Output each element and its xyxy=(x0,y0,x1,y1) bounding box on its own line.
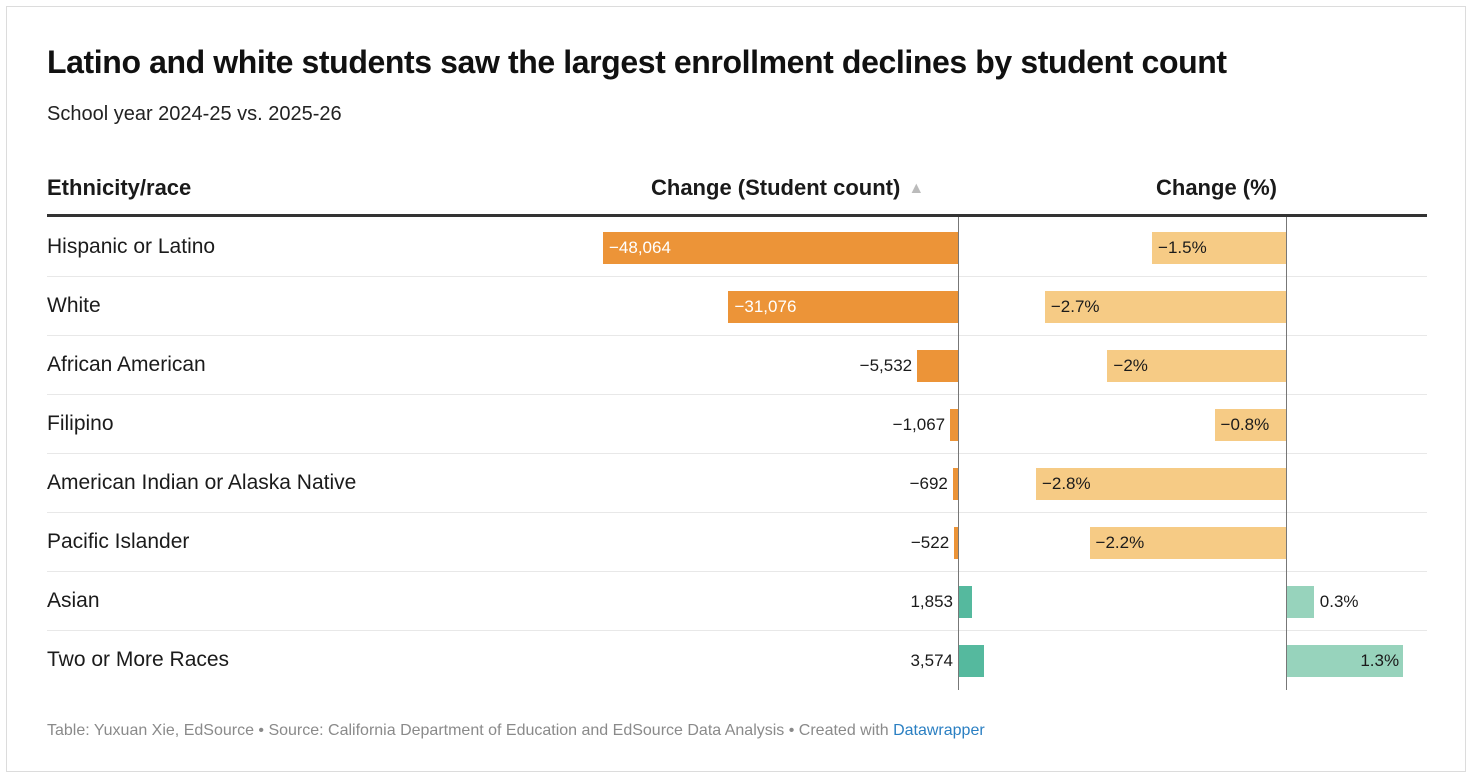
count-value-label: −48,064 xyxy=(609,238,671,257)
row-label: Two or More Races xyxy=(47,648,230,671)
footer-credit: Table: Yuxuan Xie, EdSource • Source: Ca… xyxy=(47,722,985,740)
table-row: Pacific Islander −522 −2.2% xyxy=(47,513,1427,572)
count-zero-axis xyxy=(958,217,959,690)
table-row: Hispanic or Latino −48,064 −1.5% xyxy=(47,218,1427,277)
percent-bar xyxy=(1287,645,1404,677)
count-bar xyxy=(728,291,958,323)
percent-bar xyxy=(1214,409,1286,441)
percent-value-label: −0.8% xyxy=(1220,415,1270,434)
column-header-ethnicity[interactable]: Ethnicity/race xyxy=(47,175,191,201)
percent-bar xyxy=(1089,527,1286,559)
column-header-count-label: Change (Student count) xyxy=(651,175,901,200)
percent-zero-axis xyxy=(1286,217,1287,690)
count-bar xyxy=(958,586,972,618)
count-value-label: −692 xyxy=(909,474,948,493)
count-value-label: −5,532 xyxy=(859,356,913,375)
table-row: Filipino −1,067 −0.8% xyxy=(47,395,1427,454)
count-value-label: −522 xyxy=(910,533,950,552)
percent-value-label: −2.2% xyxy=(1095,533,1145,552)
row-label: Asian xyxy=(47,589,100,612)
datawrapper-link[interactable]: Datawrapper xyxy=(893,722,985,739)
row-label: Hispanic or Latino xyxy=(47,235,216,258)
column-header-ethnicity-label: Ethnicity/race xyxy=(47,175,192,200)
column-header-percent-label: Change (%) xyxy=(1156,175,1277,200)
footer-credit-text: Table: Yuxuan Xie, EdSource • Source: Ca… xyxy=(47,722,894,739)
table-row: American Indian or Alaska Native −692 −2.8… xyxy=(47,454,1427,513)
count-bar xyxy=(950,409,958,441)
count-bar xyxy=(952,468,958,500)
percent-value-label: −1.5% xyxy=(1158,238,1207,257)
count-bar xyxy=(958,645,985,677)
row-label: Pacific Islander xyxy=(47,530,190,553)
chart-subtitle: School year 2024-25 vs. 2025-26 xyxy=(47,103,342,125)
sort-ascending-icon[interactable]: ▲ xyxy=(908,180,925,197)
table-row: Two or More Races 3,574 1.3% xyxy=(47,631,1427,690)
percent-value-label: 1.3% xyxy=(1360,651,1400,670)
percent-value-label: −2.7% xyxy=(1050,297,1100,316)
percent-bar xyxy=(1152,232,1286,264)
count-bar xyxy=(917,350,958,382)
percent-bar xyxy=(1044,291,1286,323)
count-value-label: −31,076 xyxy=(734,297,797,316)
count-bar xyxy=(954,527,958,559)
count-value-label: 1,853 xyxy=(910,592,953,611)
column-header-percent[interactable]: Change (%) xyxy=(1156,175,1277,201)
count-bar xyxy=(603,232,958,264)
row-label: White xyxy=(47,294,101,317)
percent-bar xyxy=(1287,586,1314,618)
percent-bar xyxy=(1107,350,1286,382)
count-value-label: −1,067 xyxy=(892,415,946,434)
row-label: American Indian or Alaska Native xyxy=(47,471,357,494)
chart-title: Latino and white students saw the larges… xyxy=(47,44,1227,80)
percent-value-label: 0.3% xyxy=(1319,592,1359,611)
table-row: African American −5,532 −2% xyxy=(47,336,1427,395)
percent-bar xyxy=(1035,468,1286,500)
table-row: White −31,076 −2.7% xyxy=(47,277,1427,336)
percent-value-label: −2.8% xyxy=(1041,474,1091,493)
column-header-count[interactable]: Change (Student count) ▲ xyxy=(651,175,924,201)
count-value-label: 3,574 xyxy=(910,651,953,670)
row-label: African American xyxy=(47,353,206,376)
row-label: Filipino xyxy=(47,412,114,435)
chart-frame xyxy=(6,6,1466,772)
percent-value-label: −2% xyxy=(1113,356,1148,375)
header-divider xyxy=(47,214,1427,217)
table-row: Asian 1,853 0.3% xyxy=(47,572,1427,631)
